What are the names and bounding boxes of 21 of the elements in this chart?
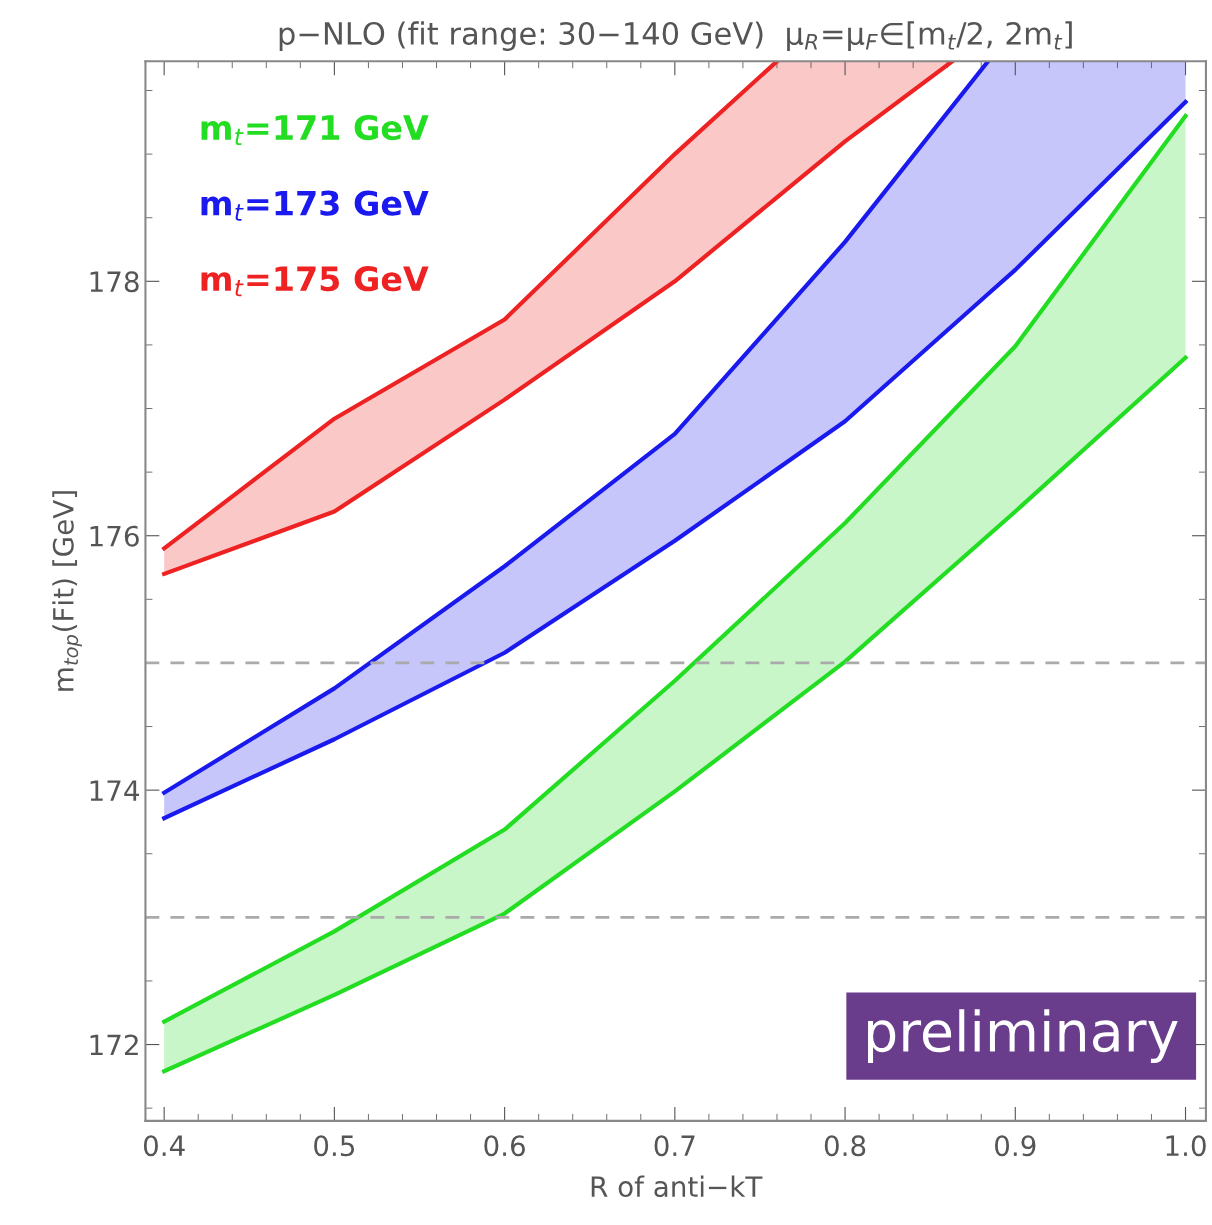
x-tick-label: 0.9 — [995, 1135, 1036, 1157]
text: m$_{t}$=173 GeV — [201, 190, 429, 221]
x-tick-label: 1.0 — [1166, 1135, 1206, 1157]
x-tick-label: 0.6 — [484, 1135, 525, 1157]
x-tick-label: 0.8 — [824, 1135, 866, 1157]
annotation: preliminary — [868, 1009, 1178, 1063]
y-tick-label: 178 — [90, 271, 139, 293]
y-tick-label: 174 — [90, 780, 140, 801]
line-series — [162, 61, 780, 551]
series-label: m$_{t}$=175 GeV — [201, 266, 429, 297]
text: m$_{t}$=171 GeV — [201, 114, 429, 146]
x-tick-label: 0.4 — [143, 1135, 185, 1157]
line-series — [162, 355, 1188, 1074]
line-series — [162, 61, 991, 795]
x-tick-label: 0.5 — [314, 1135, 355, 1157]
y-tick-label: 176 — [90, 525, 139, 547]
y-tick-label: 172 — [90, 1034, 138, 1056]
x-tick-label: 0.7 — [654, 1135, 695, 1157]
x-axis-title: R of anti−kT — [591, 1175, 763, 1198]
chart-title: p−NLO (fit range: 30−140 GeV) μ$_{R}$=μ$_{F}$∈[m$_{t}$/2, 2m$_{t}$] — [279, 21, 1072, 51]
y-axis-title: m$_{top}$(Fit) [GeV] — [52, 491, 82, 691]
